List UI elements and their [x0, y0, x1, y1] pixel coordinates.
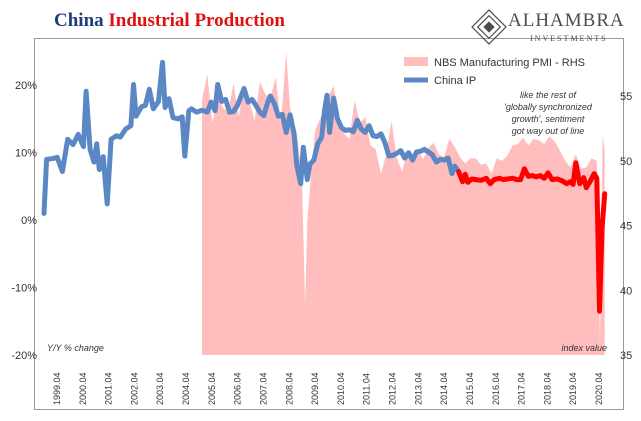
right-axis-tick-label: 50	[620, 156, 632, 168]
right-axis-label: index value	[561, 343, 607, 353]
x-axis-tick-label: 2002.04	[129, 372, 139, 405]
x-axis-tick-label: 2010.04	[336, 372, 346, 405]
annotation-text-line: like the rest of	[520, 90, 578, 100]
x-axis-tick-label: 1999.04	[52, 372, 62, 405]
right-axis-tick-label: 55	[620, 91, 632, 103]
title-part-dark: China	[54, 10, 104, 31]
x-axis-tick-label: 2011.04	[362, 373, 372, 405]
x-axis-tick-label: 2015.04	[465, 372, 475, 405]
x-axis-tick-label: 2006.04	[233, 372, 243, 405]
legend-swatch-pmi	[404, 57, 428, 66]
legend-label-pmi: NBS Manufacturing PMI - RHS	[434, 57, 585, 69]
x-axis-tick-label: 2007.04	[258, 372, 268, 405]
x-axis-tick-label: 2020.04	[594, 372, 604, 405]
chart-frame	[34, 38, 624, 410]
left-axis-label: Y/Y % change	[47, 343, 104, 353]
annotation-text-line: got way out of line	[512, 126, 585, 136]
x-axis-tick-label: 2008.04	[284, 372, 294, 405]
left-axis-tick-label: -20%	[11, 350, 37, 362]
x-axis-tick-label: 2013.04	[413, 372, 423, 405]
alhambra-diamond-logo-icon	[471, 9, 507, 45]
left-axis-tick-label: -10%	[11, 283, 37, 295]
x-axis-tick-label: 2000.04	[78, 372, 88, 405]
left-axis-tick-label: 10%	[15, 148, 37, 160]
left-axis-tick-label: 0%	[21, 215, 37, 227]
x-axis-tick-label: 2009.04	[310, 372, 320, 405]
logo-subtitle: INVESTMENTS	[530, 34, 608, 43]
x-axis-tick-label: 2001.04	[104, 372, 114, 405]
brand-logo: ALHAMBRA INVESTMENTS	[470, 8, 635, 48]
left-axis-tick-label: 20%	[15, 80, 37, 92]
x-axis-tick-label: 2005.04	[207, 372, 217, 405]
annotation-text-line: growth', sentiment	[512, 114, 585, 124]
right-axis-tick-label: 40	[620, 285, 632, 297]
x-axis-tick-label: 2019.04	[568, 372, 578, 405]
china-ip-line	[41, 59, 462, 216]
x-axis-tick-label: 2018.04	[542, 372, 552, 405]
x-axis-tick-label: 2012.04	[388, 372, 398, 405]
x-axis-tick-label: 2014.04	[439, 372, 449, 405]
logo-name: ALHAMBRA	[508, 10, 625, 31]
chart-title: China Industrial Production	[54, 10, 285, 32]
right-axis-tick-label: 45	[620, 221, 632, 233]
pmi-area-series	[201, 52, 605, 355]
x-axis-tick-label: 2017.04	[517, 372, 527, 405]
title-part-red: Industrial Production	[108, 10, 285, 31]
annotation-text-line: 'globally synchronized	[504, 102, 593, 112]
x-axis-tick-label: 2003.04	[155, 372, 165, 405]
china-ip-recent-line	[456, 160, 608, 314]
x-axis-tick-label: 2016.04	[491, 372, 501, 405]
x-axis-tick-label: 2004.04	[181, 372, 191, 405]
legend-label-ip: China IP	[434, 75, 476, 87]
right-axis-tick-label: 35	[620, 350, 632, 362]
